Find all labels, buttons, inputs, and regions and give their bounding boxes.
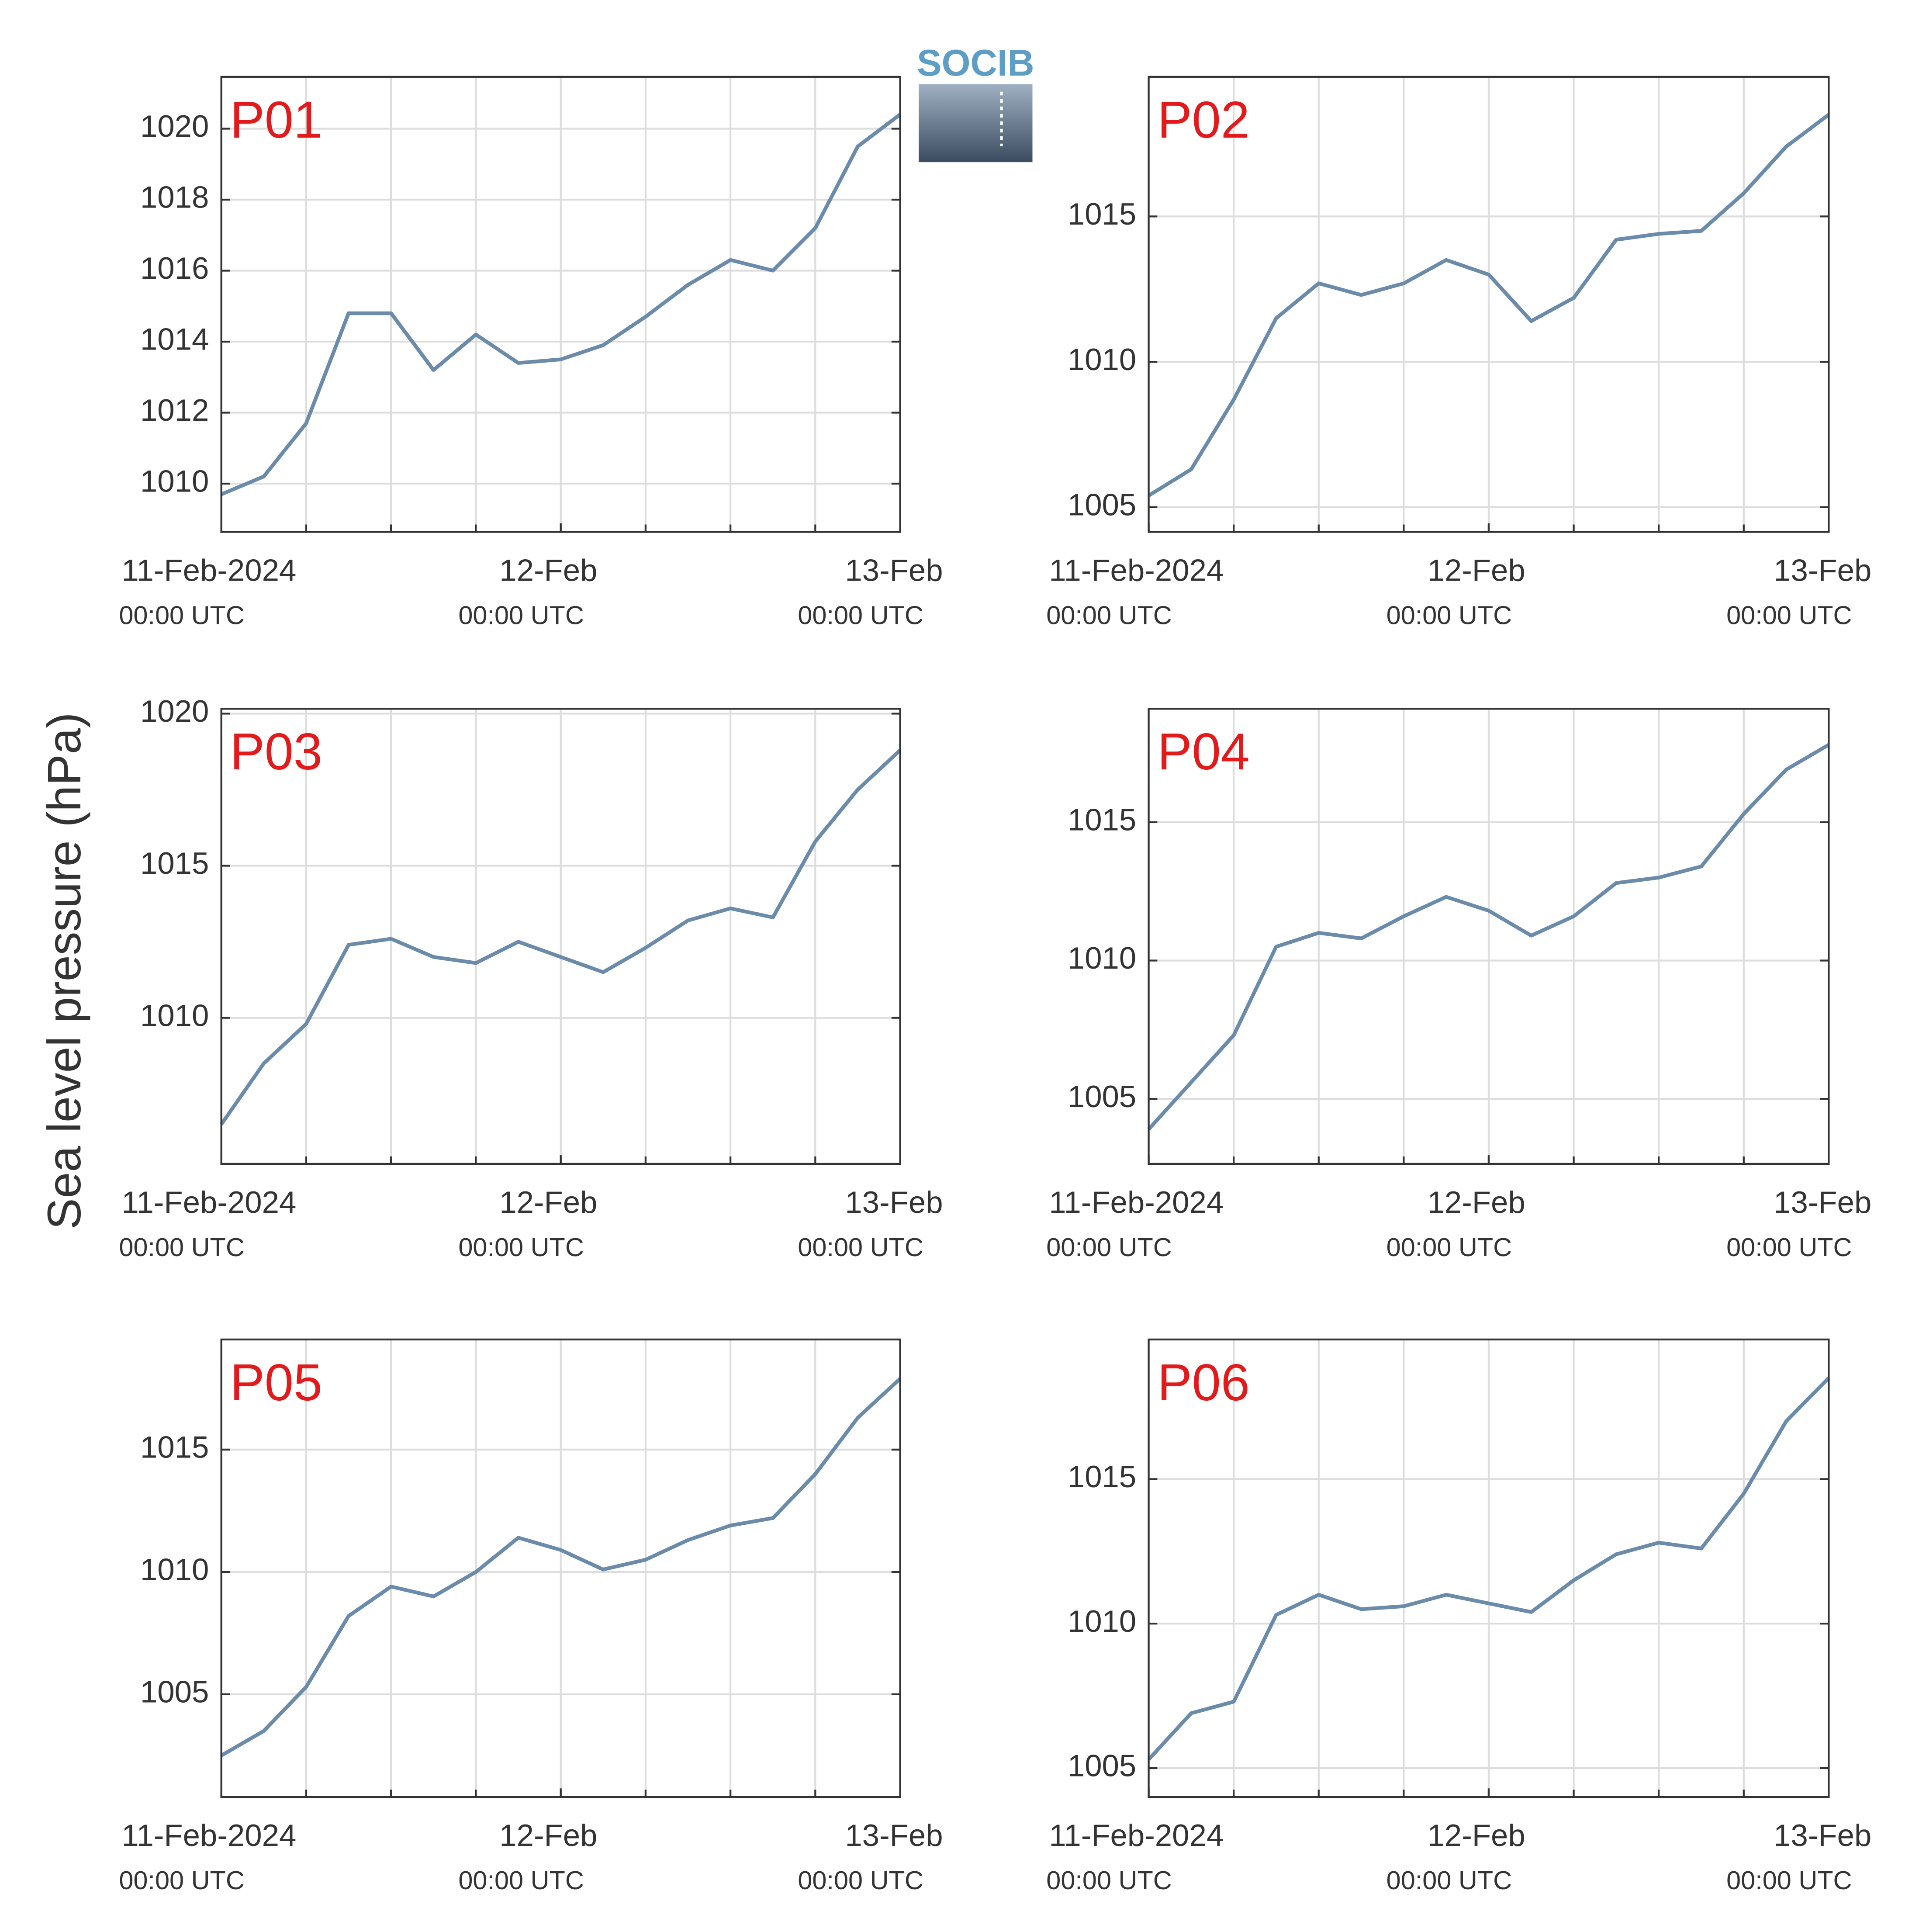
plot-frame xyxy=(220,1338,901,1798)
panel: 1005 1010 1015 11-Feb-2024 00:00 UTC 12-Feb 00… xyxy=(1046,708,1871,1262)
y-tick-label: 1015 xyxy=(1068,1459,1136,1494)
x-tick-sublabel: 00:00 UTC xyxy=(1387,1866,1512,1895)
x-tick-sublabel: 00:00 UTC xyxy=(1726,600,1852,630)
data-line xyxy=(220,748,902,1125)
panel-title: P03 xyxy=(230,723,322,781)
x-tick-label: 11-Feb-2024 xyxy=(1049,553,1224,588)
data-line xyxy=(220,1377,902,1757)
x-tick-sublabel: 00:00 UTC xyxy=(119,600,244,630)
x-tick-label: 12-Feb xyxy=(499,1818,597,1852)
y-tick-label: 1005 xyxy=(1068,488,1136,522)
panel-title: P05 xyxy=(230,1354,322,1412)
x-tick-label: 12-Feb xyxy=(499,553,597,588)
y-tick-label: 1010 xyxy=(1068,1604,1136,1638)
panel: 1010 1012 1014 1016 1018 1020 11-Feb-2024 00:00… xyxy=(119,76,943,630)
y-tick-label: 1015 xyxy=(1068,803,1136,837)
x-tick-label: 12-Feb xyxy=(1428,1818,1525,1852)
y-tick-label: 1005 xyxy=(1068,1748,1136,1783)
x-tick-label: 12-Feb xyxy=(1428,1185,1525,1219)
x-tick-label: 11-Feb-2024 xyxy=(121,1818,296,1852)
x-tick-label: 13-Feb xyxy=(845,1818,943,1852)
logo-image xyxy=(919,84,1033,163)
plot-frame xyxy=(1148,76,1830,533)
x-tick-sublabel: 00:00 UTC xyxy=(798,1233,923,1262)
x-tick-sublabel: 00:00 UTC xyxy=(1046,1866,1172,1895)
data-line xyxy=(1147,1376,1830,1761)
x-tick-label: 11-Feb-2024 xyxy=(121,1185,296,1219)
x-tick-label: 11-Feb-2024 xyxy=(1049,1185,1224,1219)
data-line xyxy=(221,113,902,496)
panel: 1010 1015 1020 11-Feb-2024 00:00 UTC 12-Feb 00… xyxy=(119,694,943,1262)
panel: 1005 1010 1015 11-Feb-2024 00:00 UTC 12-Feb 00… xyxy=(1046,1338,1871,1895)
y-tick-label: 1014 xyxy=(140,322,209,357)
y-tick-label: 1010 xyxy=(140,1552,209,1587)
x-tick-sublabel: 00:00 UTC xyxy=(798,1866,923,1895)
x-tick-sublabel: 00:00 UTC xyxy=(119,1233,244,1262)
x-tick-sublabel: 00:00 UTC xyxy=(1046,600,1172,630)
y-tick-label: 1005 xyxy=(1068,1079,1136,1114)
panel: 1005 1010 1015 11-Feb-2024 00:00 UTC 12-Feb 00… xyxy=(1046,76,1871,630)
panel-title: P06 xyxy=(1157,1354,1250,1412)
x-tick-label: 13-Feb xyxy=(845,1185,943,1219)
x-tick-sublabel: 00:00 UTC xyxy=(1726,1866,1852,1895)
x-tick-label: 12-Feb xyxy=(1428,553,1525,588)
y-tick-label: 1010 xyxy=(1068,342,1136,377)
y-tick-label: 1010 xyxy=(140,464,209,499)
y-tick-label: 1010 xyxy=(140,998,209,1032)
y-tick-label: 1020 xyxy=(140,694,209,728)
panel-title: P04 xyxy=(1157,723,1250,781)
x-tick-label: 11-Feb-2024 xyxy=(1049,1818,1224,1852)
y-axis-label: Sea level pressure (hPa) xyxy=(38,713,90,1230)
logo-text: SOCIB xyxy=(917,42,1034,83)
data-line xyxy=(1147,743,1830,1131)
plot-frame xyxy=(220,76,901,533)
y-tick-label: 1015 xyxy=(140,846,209,880)
x-tick-sublabel: 00:00 UTC xyxy=(119,1866,244,1895)
x-tick-sublabel: 00:00 UTC xyxy=(1726,1233,1852,1262)
x-tick-sublabel: 00:00 UTC xyxy=(798,600,923,630)
panel-title: P02 xyxy=(1157,91,1250,149)
x-tick-sublabel: 00:00 UTC xyxy=(458,600,584,630)
x-tick-sublabel: 00:00 UTC xyxy=(1387,1233,1512,1262)
plot-frame xyxy=(1148,708,1830,1165)
y-tick-label: 1018 xyxy=(140,180,209,215)
x-tick-sublabel: 00:00 UTC xyxy=(458,1866,584,1895)
x-tick-label: 11-Feb-2024 xyxy=(121,553,296,588)
x-tick-label: 13-Feb xyxy=(1774,1818,1871,1852)
y-tick-label: 1020 xyxy=(140,109,209,143)
y-tick-label: 1015 xyxy=(140,1430,209,1465)
x-tick-label: 13-Feb xyxy=(1774,1185,1871,1219)
data-line xyxy=(1148,113,1830,497)
panel: 1005 1010 1015 11-Feb-2024 00:00 UTC 12-Feb 00… xyxy=(119,1338,943,1895)
x-tick-sublabel: 00:00 UTC xyxy=(1387,600,1512,630)
x-tick-label: 13-Feb xyxy=(845,553,943,588)
y-tick-label: 1012 xyxy=(140,393,209,427)
y-tick-label: 1005 xyxy=(140,1675,209,1709)
x-tick-sublabel: 00:00 UTC xyxy=(1046,1233,1172,1262)
y-tick-label: 1010 xyxy=(1068,941,1136,975)
plot-frame xyxy=(1148,1338,1830,1798)
panel-title: P01 xyxy=(230,91,322,149)
logo: SOCIB xyxy=(917,42,1034,163)
x-tick-sublabel: 00:00 UTC xyxy=(458,1233,584,1262)
x-tick-label: 12-Feb xyxy=(499,1185,597,1219)
x-tick-label: 13-Feb xyxy=(1774,553,1871,588)
y-tick-label: 1015 xyxy=(1068,197,1136,231)
plot-frame xyxy=(220,708,901,1165)
y-tick-label: 1016 xyxy=(140,251,209,285)
